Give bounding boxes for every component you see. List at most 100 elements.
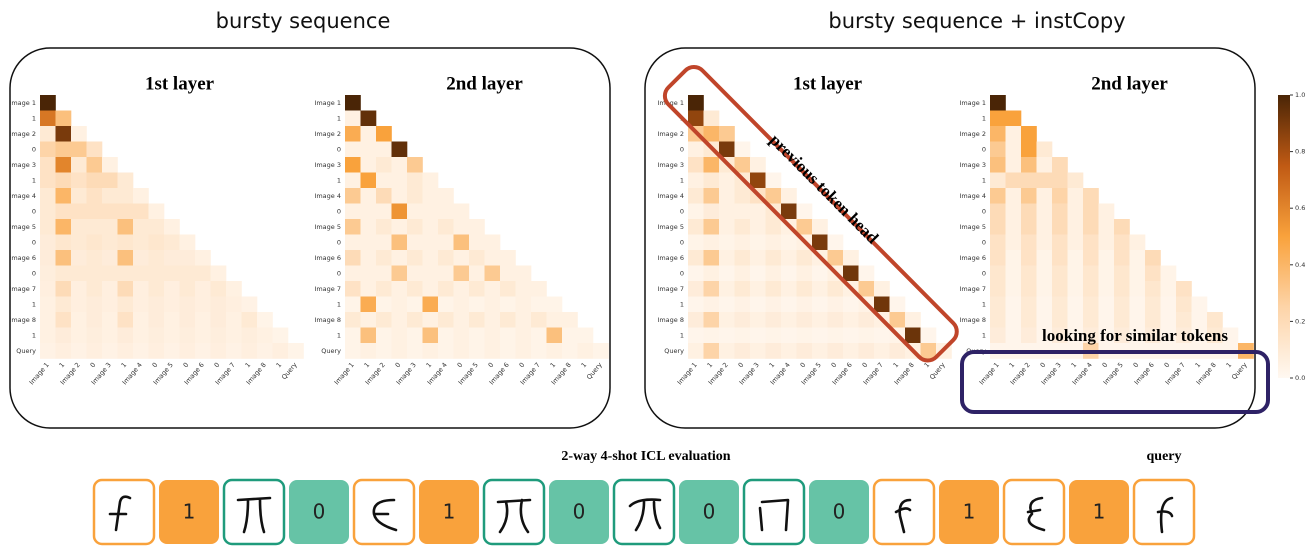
- cell: [719, 188, 735, 204]
- cell: [149, 328, 165, 344]
- cell: [766, 281, 782, 297]
- cell: [516, 328, 532, 344]
- cell: [454, 250, 470, 266]
- x-tick-label: 0: [456, 361, 465, 369]
- cell: [438, 235, 454, 251]
- cell: [1114, 250, 1130, 266]
- cell: [781, 281, 797, 297]
- cell: [56, 312, 72, 328]
- cell: [149, 266, 165, 282]
- cell: [423, 219, 439, 235]
- cell: [516, 266, 532, 282]
- cell: [688, 173, 704, 189]
- cell: [843, 297, 859, 313]
- y-tick-label: 1: [337, 176, 341, 184]
- cell: [1006, 157, 1022, 173]
- cell: [1083, 204, 1099, 220]
- cell: [1052, 235, 1068, 251]
- cell: [423, 250, 439, 266]
- cell: [828, 328, 844, 344]
- cell: [392, 328, 408, 344]
- cell: [516, 312, 532, 328]
- cell: [345, 266, 361, 282]
- cell: [781, 250, 797, 266]
- cell: [361, 312, 377, 328]
- cell: [407, 235, 423, 251]
- cell: [361, 204, 377, 220]
- cell: [438, 250, 454, 266]
- cell: [133, 312, 149, 328]
- cell: [469, 235, 485, 251]
- cell: [40, 343, 56, 359]
- heatmap-title: 1st layer: [793, 73, 863, 94]
- cell: [195, 297, 211, 313]
- cell: [392, 142, 408, 158]
- cell: [750, 250, 766, 266]
- cell: [118, 219, 134, 235]
- cell: [890, 343, 906, 359]
- cell: [1099, 250, 1115, 266]
- cell: [71, 250, 87, 266]
- y-tick-label: Image 5: [657, 223, 684, 231]
- x-tick-label: 1: [1194, 361, 1203, 369]
- cell: [211, 328, 227, 344]
- image-box: [224, 480, 284, 544]
- x-tick-label: 0: [830, 361, 839, 369]
- y-tick-label: Query: [664, 347, 684, 355]
- cell: [438, 312, 454, 328]
- x-tick-label: 1: [580, 361, 589, 369]
- y-tick-label: Image 7: [314, 285, 341, 293]
- cell: [990, 188, 1006, 204]
- y-tick-label: 0: [337, 145, 341, 153]
- y-tick-label: 0: [337, 238, 341, 246]
- cell: [118, 343, 134, 359]
- cell: [1006, 235, 1022, 251]
- cell: [407, 219, 423, 235]
- cell: [118, 328, 134, 344]
- cell: [133, 219, 149, 235]
- cell: [102, 204, 118, 220]
- cell: [735, 312, 751, 328]
- y-tick-label: Query: [16, 347, 36, 355]
- cell: [485, 343, 501, 359]
- cell: [376, 297, 392, 313]
- cell: [1006, 173, 1022, 189]
- image-box: [874, 480, 934, 544]
- cell: [71, 142, 87, 158]
- cell: [71, 312, 87, 328]
- cell: [812, 235, 828, 251]
- cell: [133, 188, 149, 204]
- cell: [87, 297, 103, 313]
- sequence: 10100011: [94, 480, 1194, 544]
- cell: [211, 312, 227, 328]
- cell: [812, 219, 828, 235]
- cell: [485, 312, 501, 328]
- cell: [133, 235, 149, 251]
- cell: [361, 235, 377, 251]
- cell: [843, 266, 859, 282]
- cell: [195, 312, 211, 328]
- cell: [149, 219, 165, 235]
- cell: [407, 297, 423, 313]
- cell: [781, 343, 797, 359]
- cell: [828, 281, 844, 297]
- cell: [1037, 235, 1053, 251]
- cell: [1021, 157, 1037, 173]
- cell: [87, 173, 103, 189]
- x-tick-label: 0: [1163, 361, 1172, 369]
- y-tick-label: Image 4: [314, 192, 341, 200]
- cell: [180, 343, 196, 359]
- label-text: 0: [703, 500, 716, 524]
- cell: [781, 297, 797, 313]
- cell: [704, 157, 720, 173]
- cell: [704, 297, 720, 313]
- cell: [750, 219, 766, 235]
- cell: [562, 343, 578, 359]
- query-title: query: [1147, 449, 1182, 464]
- y-tick-label: 1: [32, 331, 36, 339]
- cell: [990, 95, 1006, 111]
- cell: [469, 328, 485, 344]
- cell: [195, 328, 211, 344]
- cell: [516, 297, 532, 313]
- cell: [1130, 235, 1146, 251]
